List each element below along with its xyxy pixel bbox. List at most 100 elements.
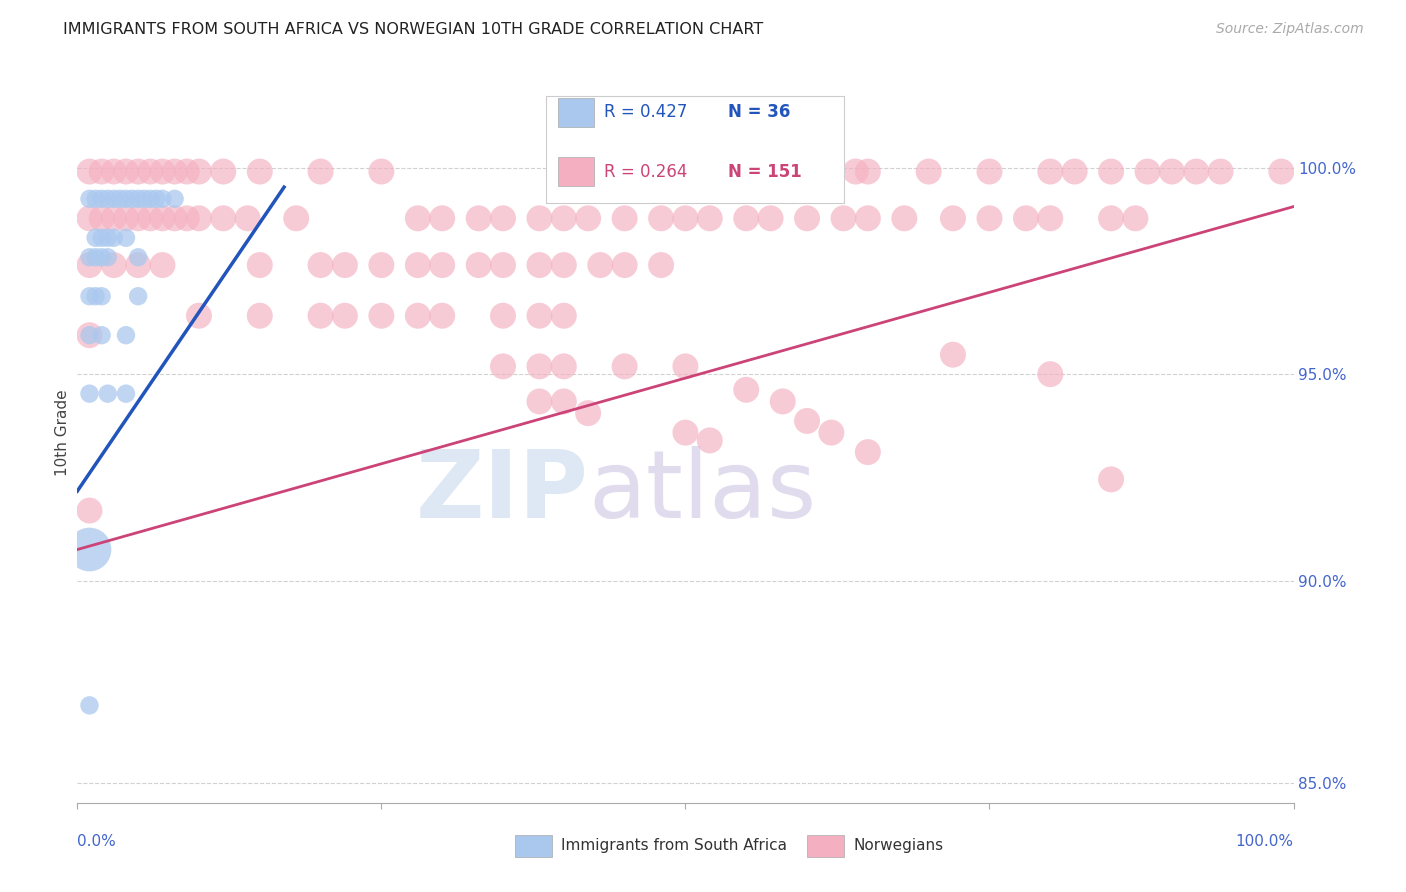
Point [942,348,965,362]
Point [79,211,101,226]
Point [103,192,125,206]
Point [796,414,818,428]
Point [735,211,758,226]
Point [249,309,271,323]
Point [796,164,818,178]
Point [139,164,162,178]
Point [79,542,101,557]
Text: 0.0%: 0.0% [77,834,117,849]
Point [285,211,308,226]
Point [152,211,174,226]
Bar [558,157,595,186]
Point [1136,164,1159,178]
Point [97,386,120,401]
Point [893,211,915,226]
Point [103,164,125,178]
Point [820,425,842,440]
Point [406,211,429,226]
Text: 100.0%: 100.0% [1236,834,1294,849]
Point [134,192,156,206]
Point [84,231,107,245]
Point [127,192,149,206]
Point [236,211,259,226]
Point [188,309,211,323]
Point [115,192,138,206]
Point [1125,211,1147,226]
Point [212,164,235,178]
Point [553,394,575,409]
Point [176,211,198,226]
Bar [558,97,595,128]
Point [1270,164,1292,178]
Point [529,309,551,323]
Point [115,164,138,178]
Point [856,211,879,226]
Point [176,164,198,178]
Point [553,359,575,374]
Point [103,258,125,272]
Point [90,164,112,178]
Point [430,211,453,226]
Point [163,164,186,178]
Point [79,192,101,206]
Point [90,328,112,343]
Point [249,258,271,272]
Point [79,386,101,401]
Point [406,258,429,272]
Text: ZIP: ZIP [415,446,588,538]
Point [121,192,143,206]
Point [115,211,138,226]
Point [90,211,112,226]
Point [467,258,489,272]
Point [650,211,672,226]
FancyBboxPatch shape [546,95,844,203]
Point [152,258,174,272]
Bar [807,835,844,857]
Text: N = 36: N = 36 [728,103,790,121]
Point [79,258,101,272]
Point [97,250,120,264]
Text: N = 151: N = 151 [728,162,801,181]
Point [370,309,392,323]
Point [79,164,101,178]
Point [589,258,612,272]
Point [979,164,1001,178]
Point [613,211,636,226]
Point [553,309,575,323]
Point [529,394,551,409]
Point [553,211,575,226]
Point [772,394,794,409]
Point [675,211,697,226]
Point [163,211,186,226]
Point [97,192,120,206]
Text: R = 0.427: R = 0.427 [605,103,688,121]
Point [650,258,672,272]
Point [820,164,842,178]
Point [127,258,149,272]
Point [832,211,855,226]
Point [1039,211,1062,226]
Point [97,231,120,245]
Point [115,231,138,245]
Point [108,192,131,206]
Point [1099,211,1122,226]
Point [1209,164,1232,178]
Point [856,164,879,178]
Point [1099,164,1122,178]
Point [675,359,697,374]
Point [90,250,112,264]
Y-axis label: 10th Grade: 10th Grade [55,389,70,476]
Point [759,211,782,226]
Bar [515,835,551,857]
Point [370,164,392,178]
Point [79,328,101,343]
Point [1185,164,1208,178]
Text: atlas: atlas [588,446,817,538]
Point [576,406,599,420]
Point [430,309,453,323]
Point [1063,164,1085,178]
Text: Source: ZipAtlas.com: Source: ZipAtlas.com [1216,22,1364,37]
Point [613,359,636,374]
Point [699,434,721,448]
Point [103,211,125,226]
